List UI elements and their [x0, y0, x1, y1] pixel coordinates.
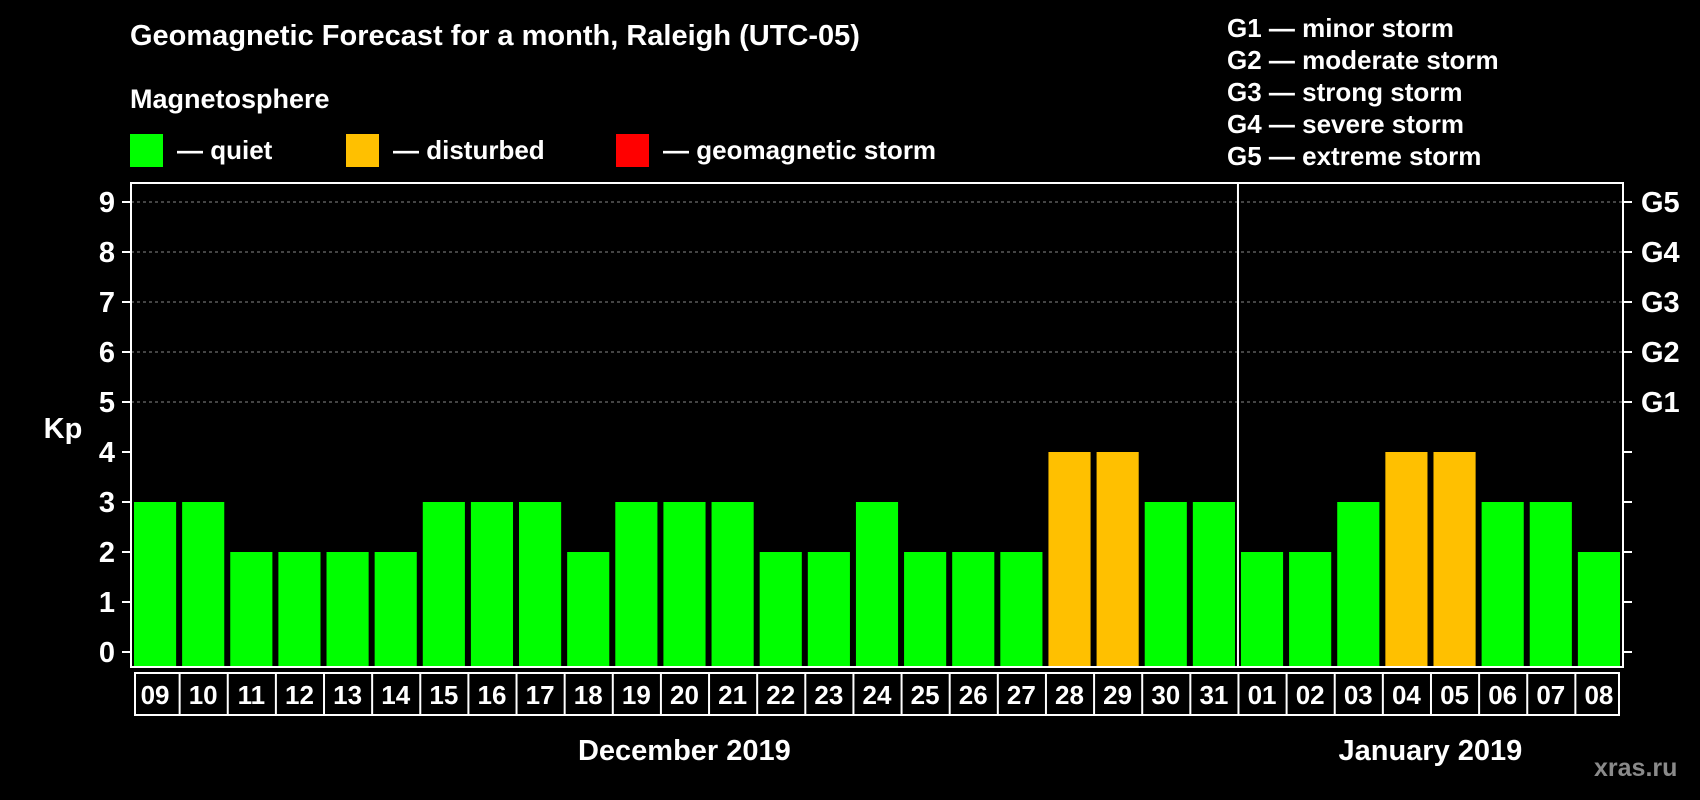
bar-11 — [230, 552, 273, 667]
x-tick-label-04: 04 — [1392, 680, 1421, 710]
legend-swatch-storm — [616, 134, 649, 167]
x-tick-label-05: 05 — [1440, 680, 1469, 710]
y-axis-label: Kp — [44, 413, 83, 445]
bar-16 — [470, 502, 514, 667]
x-tick-label-29: 29 — [1103, 680, 1132, 710]
y-tick-label-1: 1 — [99, 587, 115, 619]
x-tick-label-06: 06 — [1488, 680, 1517, 710]
y-tick-label-7: 7 — [99, 287, 115, 319]
x-tick-label-02: 02 — [1296, 680, 1325, 710]
bar-21 — [711, 502, 754, 667]
month-label-january: January 2019 — [1338, 735, 1523, 767]
x-tick-label-20: 20 — [670, 680, 699, 710]
y-tick-label-0: 0 — [99, 637, 115, 669]
bar-10 — [182, 502, 225, 667]
bar-06 — [1481, 502, 1524, 667]
y-tick-label-6: 6 — [99, 337, 115, 369]
legend-heading: Magnetosphere — [130, 84, 330, 114]
x-tick-label-27: 27 — [1007, 680, 1036, 710]
bar-19 — [615, 502, 658, 667]
storm-level-g1: G1 — minor storm — [1227, 13, 1454, 43]
legend-label-storm: — geomagnetic storm — [663, 135, 937, 165]
storm-level-g3: G3 — strong storm — [1227, 77, 1463, 107]
x-tick-label-26: 26 — [959, 680, 988, 710]
plot-frame — [130, 182, 1624, 668]
x-tick-label-11: 11 — [238, 680, 266, 710]
bar-13 — [326, 552, 369, 667]
bar-26 — [952, 552, 995, 667]
legend-label-disturbed: — disturbed — [393, 135, 545, 165]
bar-03 — [1337, 502, 1380, 667]
y-tick-label-2: 2 — [99, 537, 115, 569]
x-tick-label-25: 25 — [911, 680, 940, 710]
x-tick-label-30: 30 — [1151, 680, 1180, 710]
legend-swatch-disturbed — [346, 134, 379, 167]
bar-14 — [374, 552, 417, 667]
x-tick-label-14: 14 — [381, 680, 410, 710]
y-tick-label-8: 8 — [99, 237, 115, 269]
right-axis-label-g2: G2 — [1641, 337, 1680, 369]
right-axis-label-g1: G1 — [1641, 387, 1680, 419]
bar-01 — [1240, 552, 1284, 667]
right-axis-label-g3: G3 — [1641, 287, 1680, 319]
right-axis-label-g5: G5 — [1641, 187, 1680, 219]
bar-08 — [1577, 552, 1620, 667]
x-tick-label-16: 16 — [478, 680, 507, 710]
x-tick-label-15: 15 — [429, 680, 458, 710]
legend-swatch-quiet — [130, 134, 163, 167]
bar-09 — [134, 502, 177, 667]
x-tick-label-19: 19 — [622, 680, 651, 710]
y-tick-label-4: 4 — [99, 437, 115, 469]
bar-04 — [1385, 452, 1428, 667]
x-tick-label-07: 07 — [1536, 680, 1565, 710]
bar-17 — [519, 502, 562, 667]
bar-31 — [1192, 502, 1235, 667]
bar-02 — [1289, 552, 1332, 667]
chart-title: Geomagnetic Forecast for a month, Raleig… — [130, 20, 860, 52]
bar-23 — [807, 552, 850, 667]
storm-level-g5: G5 — extreme storm — [1227, 141, 1482, 171]
storm-level-list: G1 — minor storm G2 — moderate storm G3 … — [1227, 12, 1499, 172]
bar-27 — [1000, 552, 1043, 667]
x-tick-label-01: 01 — [1248, 680, 1277, 710]
x-tick-label-18: 18 — [574, 680, 603, 710]
x-tick-label-22: 22 — [766, 680, 795, 710]
y-tick-label-3: 3 — [99, 487, 115, 519]
bar-22 — [759, 552, 802, 667]
bar-12 — [278, 552, 321, 667]
right-axis-label-g4: G4 — [1641, 237, 1680, 269]
month-label-december: December 2019 — [577, 735, 791, 767]
x-tick-label-10: 10 — [189, 680, 218, 710]
x-tick-label-17: 17 — [526, 680, 555, 710]
bar-25 — [904, 552, 947, 667]
watermark: xras.ru — [1594, 754, 1678, 782]
bar-29 — [1096, 452, 1139, 667]
y-tick-label-9: 9 — [99, 187, 115, 219]
bar-24 — [855, 502, 899, 667]
x-tick-label-13: 13 — [333, 680, 362, 710]
y-tick-label-5: 5 — [99, 387, 115, 419]
bar-05 — [1433, 452, 1476, 667]
bar-20 — [663, 502, 706, 667]
date-row-frame — [134, 672, 1620, 716]
bar-28 — [1048, 452, 1091, 667]
bar-07 — [1529, 502, 1572, 667]
storm-level-g2: G2 — moderate storm — [1227, 45, 1499, 75]
x-tick-label-23: 23 — [814, 680, 843, 710]
x-tick-label-21: 21 — [718, 680, 747, 710]
bar-18 — [567, 552, 610, 667]
x-tick-label-28: 28 — [1055, 680, 1084, 710]
bar-15 — [422, 502, 465, 667]
storm-level-g4: G4 — severe storm — [1227, 109, 1465, 139]
x-tick-label-09: 09 — [141, 680, 170, 710]
x-tick-label-31: 31 — [1199, 680, 1228, 710]
x-tick-label-08: 08 — [1584, 680, 1613, 710]
legend-label-quiet: — quiet — [177, 135, 273, 165]
x-tick-label-12: 12 — [285, 680, 314, 710]
x-tick-label-24: 24 — [863, 680, 892, 710]
bar-30 — [1144, 502, 1187, 667]
x-tick-label-03: 03 — [1344, 680, 1373, 710]
